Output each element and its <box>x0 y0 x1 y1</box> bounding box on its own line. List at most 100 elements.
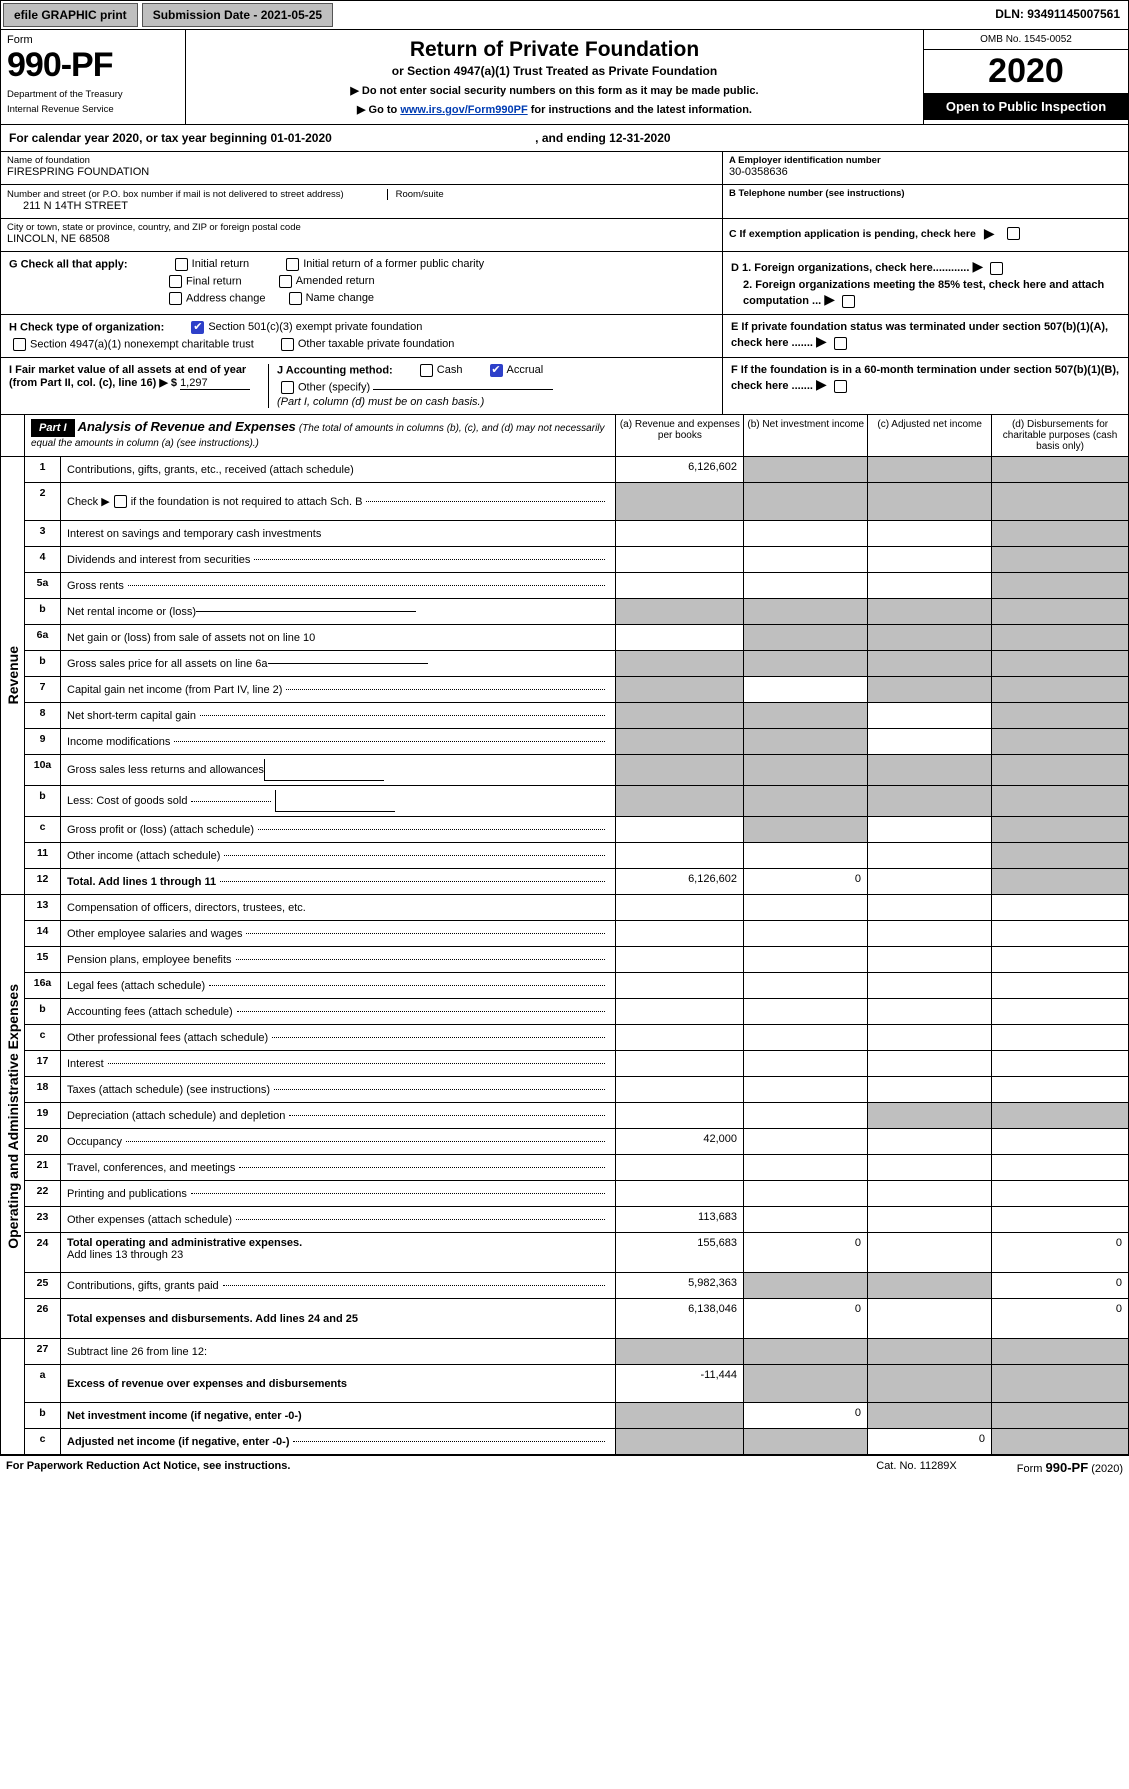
d2-checkbox[interactable] <box>842 295 855 308</box>
final-return-checkbox[interactable] <box>169 275 182 288</box>
ln17-desc: Interest <box>67 1058 104 1070</box>
e-label: E If private foundation status was termi… <box>731 321 1108 349</box>
line-15: 15 Pension plans, employee benefits <box>25 947 1128 973</box>
city-row: City or town, state or province, country… <box>1 219 1128 252</box>
ln1-desc: Contributions, gifts, grants, etc., rece… <box>67 464 354 476</box>
ln12-num: 12 <box>25 869 61 894</box>
line-26: 26 Total expenses and disbursements. Add… <box>25 1299 1128 1339</box>
ln10b-desc: Less: Cost of goods sold <box>67 795 187 807</box>
ln16b-desc: Accounting fees (attach schedule) <box>67 1006 233 1018</box>
ln24-desc2: Add lines 13 through 23 <box>67 1249 183 1261</box>
ln19-num: 19 <box>25 1103 61 1128</box>
initial-return-checkbox[interactable] <box>175 258 188 271</box>
room-label: Room/suite <box>387 189 444 200</box>
ln3-desc: Interest on savings and temporary cash i… <box>67 528 321 540</box>
cy-begin: For calendar year 2020, or tax year begi… <box>9 131 332 145</box>
ln18-num: 18 <box>25 1077 61 1102</box>
col-d-header: (d) Disbursements for charitable purpose… <box>992 415 1128 456</box>
line-16a: 16a Legal fees (attach schedule) <box>25 973 1128 999</box>
ln12-desc: Total. Add lines 1 through 11 <box>67 876 216 888</box>
ln5b-desc: Net rental income or (loss) <box>67 606 196 618</box>
f-checkbox[interactable] <box>834 380 847 393</box>
opt-initial: Initial return <box>192 258 249 270</box>
h1-checkbox[interactable]: ✔ <box>191 321 204 334</box>
other-checkbox[interactable] <box>281 381 294 394</box>
col-c-header: (c) Adjusted net income <box>868 415 992 456</box>
ln23-desc: Other expenses (attach schedule) <box>67 1214 232 1226</box>
warn2-suffix: for instructions and the latest informat… <box>528 104 752 116</box>
ln20-desc: Occupancy <box>67 1136 122 1148</box>
opt-name-change: Name change <box>306 292 375 304</box>
line-17: 17 Interest <box>25 1051 1128 1077</box>
schb-checkbox[interactable] <box>114 495 127 508</box>
ln25-d: 0 <box>992 1273 1128 1298</box>
warn2-prefix: ▶ Go to <box>357 104 400 116</box>
ln27c-desc: Adjusted net income (if negative, enter … <box>67 1436 289 1448</box>
instructions-link[interactable]: www.irs.gov/Form990PF <box>400 104 527 116</box>
ln14-num: 14 <box>25 921 61 946</box>
ln27a-num: a <box>25 1365 61 1402</box>
ln8-desc: Net short-term capital gain <box>67 710 196 722</box>
opt-other-tax: Other taxable private foundation <box>298 338 455 350</box>
dept-label: Department of the Treasury <box>7 89 179 100</box>
ln21-desc: Travel, conferences, and meetings <box>67 1162 235 1174</box>
e-checkbox[interactable] <box>834 337 847 350</box>
name-label: Name of foundation <box>7 155 716 166</box>
ln7-num: 7 <box>25 677 61 702</box>
ln22-num: 22 <box>25 1181 61 1206</box>
ln6a-num: 6a <box>25 625 61 650</box>
d1-label: D 1. Foreign organizations, check here..… <box>731 262 969 274</box>
line-2: 2 Check ▶ if the foundation is not requi… <box>25 483 1128 521</box>
ln11-num: 11 <box>25 843 61 868</box>
address-change-checkbox[interactable] <box>169 292 182 305</box>
calendar-year-row: For calendar year 2020, or tax year begi… <box>1 125 1128 152</box>
h3-checkbox[interactable] <box>281 338 294 351</box>
name-change-checkbox[interactable] <box>289 292 302 305</box>
city-label: City or town, state or province, country… <box>7 222 716 233</box>
revenue-rotated-label: Revenue <box>3 642 23 708</box>
ln26-d: 0 <box>992 1299 1128 1338</box>
line-13: 13 Compensation of officers, directors, … <box>25 895 1128 921</box>
line-27c: c Adjusted net income (if negative, ente… <box>25 1429 1128 1455</box>
irs-label: Internal Revenue Service <box>7 104 179 115</box>
form-footer: Form 990-PF (2020) <box>1017 1460 1123 1475</box>
line-11: 11 Other income (attach schedule) <box>25 843 1128 869</box>
line-16c: c Other professional fees (attach schedu… <box>25 1025 1128 1051</box>
tax-year: 2020 <box>924 50 1128 93</box>
line-10a: 10a Gross sales less returns and allowan… <box>25 755 1128 786</box>
line-14: 14 Other employee salaries and wages <box>25 921 1128 947</box>
header-left: Form 990-PF Department of the Treasury I… <box>1 30 186 124</box>
header-right: OMB No. 1545-0052 2020 Open to Public In… <box>923 30 1128 124</box>
line-8: 8 Net short-term capital gain <box>25 703 1128 729</box>
ln15-num: 15 <box>25 947 61 972</box>
ln5a-num: 5a <box>25 573 61 598</box>
ein-value: 30-0358636 <box>729 166 1122 178</box>
line-10b: b Less: Cost of goods sold <box>25 786 1128 817</box>
d2-label: 2. Foreign organizations meeting the 85%… <box>743 279 1104 307</box>
accrual-checkbox[interactable]: ✔ <box>490 364 503 377</box>
h2-checkbox[interactable] <box>13 338 26 351</box>
line-4: 4 Dividends and interest from securities <box>25 547 1128 573</box>
efile-print-button[interactable]: efile GRAPHIC print <box>3 3 138 27</box>
cash-checkbox[interactable] <box>420 364 433 377</box>
ln10b-num: b <box>25 786 61 816</box>
warning-1: ▶ Do not enter social security numbers o… <box>196 84 913 97</box>
ln1-num: 1 <box>25 457 61 482</box>
street-value: 211 N 14TH STREET <box>7 200 716 212</box>
ln6b-num: b <box>25 651 61 676</box>
footer: For Paperwork Reduction Act Notice, see … <box>0 1456 1129 1479</box>
pending-checkbox[interactable] <box>1007 227 1020 240</box>
ln27a-a: -11,444 <box>616 1365 744 1402</box>
ln24-desc: Total operating and administrative expen… <box>67 1237 302 1249</box>
amended-return-checkbox[interactable] <box>279 275 292 288</box>
top-bar: efile GRAPHIC print Submission Date - 20… <box>1 1 1128 30</box>
d1-checkbox[interactable] <box>990 262 1003 275</box>
line-1: 1 Contributions, gifts, grants, etc., re… <box>25 457 1128 483</box>
initial-public-checkbox[interactable] <box>286 258 299 271</box>
col-b-header: (b) Net investment income <box>744 415 868 456</box>
submission-date-button[interactable]: Submission Date - 2021-05-25 <box>142 3 333 27</box>
ln27b-num: b <box>25 1403 61 1428</box>
ln20-num: 20 <box>25 1129 61 1154</box>
ln18-desc: Taxes (attach schedule) (see instruction… <box>67 1084 270 1096</box>
line-12: 12 Total. Add lines 1 through 11 6,126,6… <box>25 869 1128 895</box>
